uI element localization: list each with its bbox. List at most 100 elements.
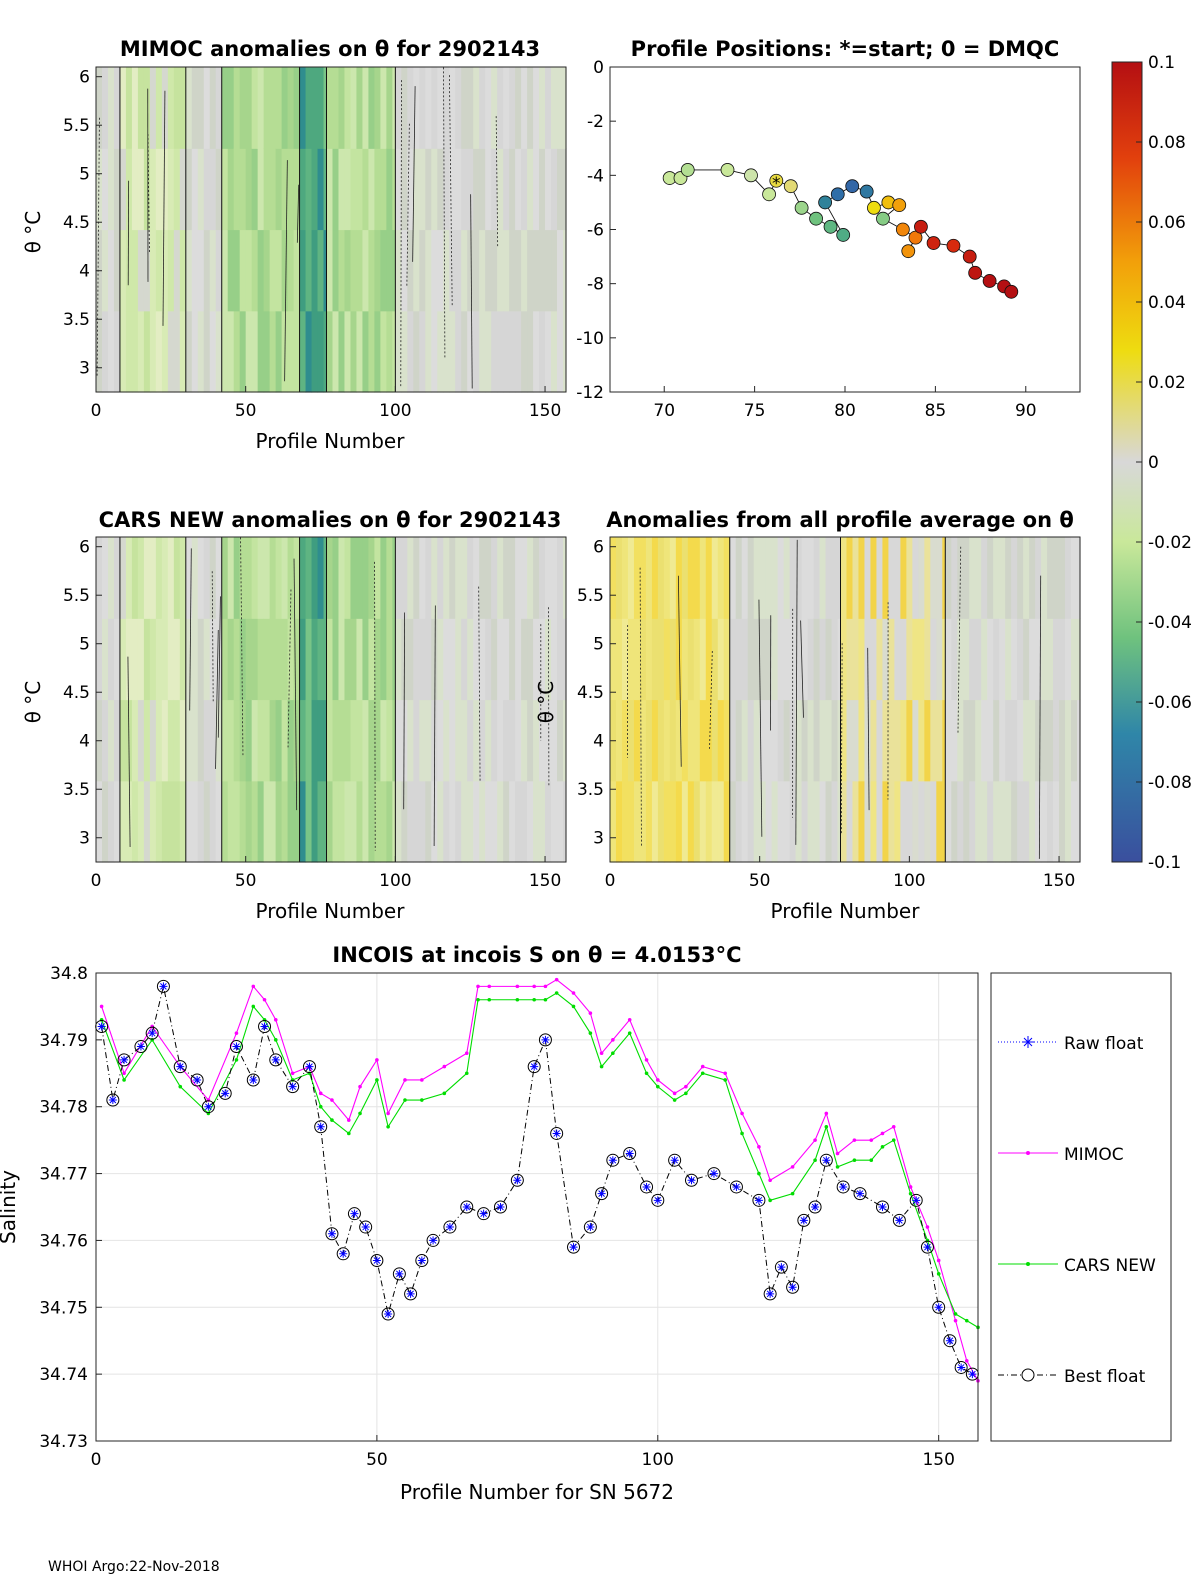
heatmap-cell bbox=[419, 618, 426, 701]
best-float-marker bbox=[527, 1060, 541, 1074]
heatmap-cell bbox=[338, 148, 346, 231]
contour-line bbox=[403, 612, 406, 810]
heatmap-cell bbox=[723, 618, 731, 701]
heatmap-cell bbox=[852, 699, 860, 782]
heatmap-cell bbox=[551, 229, 558, 312]
heatmap-cell bbox=[281, 699, 289, 782]
colorbar-tick-label: -0.04 bbox=[1148, 613, 1192, 633]
heatmap-cell bbox=[669, 618, 677, 701]
heatmap-cell bbox=[461, 67, 468, 149]
heatmap-cell bbox=[645, 780, 653, 863]
x-tick-label: 80 bbox=[834, 401, 856, 421]
colorbar-tick-label: 0.04 bbox=[1148, 293, 1186, 313]
heatmap-cell bbox=[287, 148, 295, 231]
heatmap-cell bbox=[999, 537, 1006, 619]
contour-line bbox=[443, 67, 446, 359]
y-tick-label: -2 bbox=[587, 112, 604, 132]
raw-float-marker bbox=[496, 1203, 505, 1211]
heatmap-cell bbox=[425, 537, 432, 619]
raw-float-marker bbox=[395, 1269, 404, 1278]
heatmap-cell bbox=[455, 229, 462, 312]
heatmap-cell bbox=[275, 780, 283, 863]
heatmap-cell bbox=[717, 780, 725, 863]
heatmap-cell bbox=[311, 618, 319, 701]
heatmap-cell bbox=[485, 310, 492, 393]
heatmap-cell bbox=[491, 537, 498, 619]
heatmap-cell bbox=[906, 537, 913, 619]
heatmap-cell bbox=[239, 67, 247, 149]
heatmap-cell bbox=[852, 618, 860, 701]
best-float-marker bbox=[156, 979, 170, 993]
heatmap-cell bbox=[1011, 780, 1018, 863]
heatmap-cell bbox=[771, 618, 779, 701]
heatmap-cell bbox=[687, 780, 695, 863]
contour-line bbox=[1038, 575, 1042, 859]
mimoc-marker bbox=[554, 977, 559, 982]
raw-float-marker bbox=[754, 1196, 763, 1205]
heatmap-cell bbox=[1047, 699, 1054, 782]
heatmap-cell bbox=[374, 780, 381, 863]
heatmap-cell bbox=[332, 229, 340, 312]
heatmap-cell bbox=[131, 148, 139, 231]
heatmap-cell bbox=[557, 618, 564, 701]
cars-new-marker bbox=[251, 1004, 256, 1009]
heatmap-cell bbox=[197, 229, 205, 312]
heatmap-cell bbox=[395, 310, 402, 393]
heatmap-cell bbox=[819, 618, 827, 701]
heatmap-cell bbox=[1071, 699, 1078, 782]
heatmap-cell bbox=[825, 699, 833, 782]
heatmap-cell bbox=[419, 229, 426, 312]
legend-swatch-marker bbox=[1026, 1262, 1030, 1266]
heatmap-cell bbox=[515, 67, 522, 149]
raw-float-marker bbox=[479, 1209, 488, 1218]
heatmap-cell bbox=[269, 229, 277, 312]
heatmap-cell bbox=[275, 67, 283, 149]
heatmap-cell bbox=[627, 699, 635, 782]
salinity-title: INCOIS at incois S on θ = 4.0153°C bbox=[332, 943, 741, 967]
heatmap-cell bbox=[239, 537, 247, 619]
heatmap-cell bbox=[533, 148, 540, 231]
heatmap-cell bbox=[557, 537, 564, 619]
heatmap-cell bbox=[831, 618, 839, 701]
heatmap-cell bbox=[831, 780, 839, 863]
heatmap-cell bbox=[485, 780, 492, 863]
cars-new-marker bbox=[358, 1111, 362, 1116]
heatmap-cell bbox=[813, 618, 821, 701]
heatmap-cell bbox=[419, 780, 426, 863]
raw-float-marker bbox=[271, 1055, 280, 1064]
heatmap-cell bbox=[137, 310, 145, 393]
heatmap-cell bbox=[840, 780, 848, 863]
best-float-marker bbox=[567, 1240, 581, 1254]
heatmap-cell bbox=[185, 780, 193, 863]
heatmap-cell bbox=[269, 537, 277, 619]
heatmap-cell bbox=[149, 699, 157, 782]
heatmap-cell bbox=[263, 67, 271, 149]
legend-label: Best float bbox=[1064, 1367, 1146, 1387]
x-tick-label: 85 bbox=[925, 401, 947, 421]
heatmap-cell bbox=[1065, 780, 1072, 863]
heatmap-cell bbox=[311, 699, 319, 782]
y-tick-label: 5 bbox=[79, 165, 90, 185]
heatmap-cell bbox=[392, 537, 396, 619]
heatmap-cell bbox=[870, 618, 878, 701]
heatmap-cell bbox=[119, 699, 127, 782]
x-tick-label: 150 bbox=[529, 871, 561, 891]
heatmap-cell bbox=[305, 148, 313, 231]
heatmap-cell bbox=[825, 780, 833, 863]
heatmap-cell bbox=[545, 229, 552, 312]
contour-line bbox=[189, 548, 192, 711]
heatmap-cell bbox=[527, 618, 534, 701]
heatmap-cell bbox=[663, 537, 671, 619]
heatmap-cell bbox=[918, 699, 925, 782]
best-float-marker bbox=[134, 1040, 148, 1054]
heatmap-cell bbox=[107, 229, 115, 312]
heatmap-cell bbox=[287, 699, 295, 782]
heatmap-cell bbox=[563, 310, 567, 393]
heatmap-cell bbox=[467, 310, 474, 393]
heatmap-cell bbox=[419, 67, 426, 149]
heatmap-cell bbox=[515, 229, 522, 312]
heatmap-cell bbox=[1077, 537, 1081, 619]
heatmap-cell bbox=[395, 67, 402, 149]
heatmap-cell bbox=[615, 618, 623, 701]
heatmap-cell bbox=[551, 148, 558, 231]
